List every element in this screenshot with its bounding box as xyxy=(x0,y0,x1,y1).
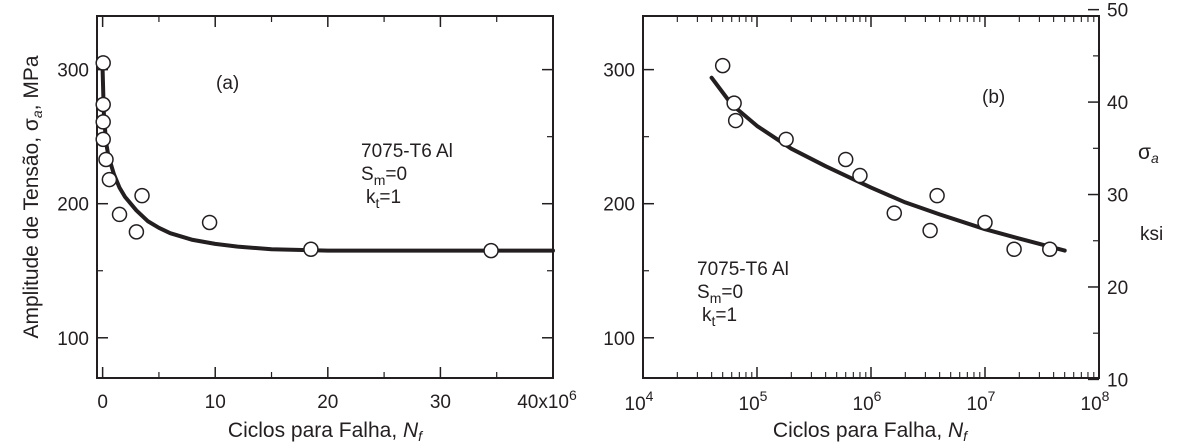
panel-b-data-point xyxy=(886,205,903,221)
panel-a-data-point xyxy=(95,96,111,113)
panel-b-y-tick-label: 100 xyxy=(603,329,635,350)
panel-a-frame xyxy=(96,15,554,379)
panel-b-ticks xyxy=(642,8,1100,381)
panel-b-y2-tick-label: 50 xyxy=(1107,1,1128,22)
panel-b-annotation-kt: kt=1 xyxy=(702,305,737,329)
panel-b-x-axis-title: Ciclos para Falha, Nf xyxy=(773,419,969,444)
panel-a-data-point xyxy=(95,55,111,71)
panel-a-points xyxy=(95,55,499,259)
panel-a-annotation: 7075-T6 Al Sm=0 kt=1 xyxy=(361,141,453,211)
panel-a-x-tick-label: 20 xyxy=(317,392,338,413)
panel-a-data-point xyxy=(95,131,111,148)
panel-b-y2-tick-label: 40 xyxy=(1107,93,1128,114)
panel-a-y-tick-label: 200 xyxy=(57,195,89,216)
panel-b-data-point xyxy=(1006,241,1022,258)
panel-b-x-tick-label: 104 xyxy=(625,388,654,415)
panel-b-y-tick-label: 200 xyxy=(603,195,635,216)
panel-b-x-tick-label: 108 xyxy=(1081,388,1110,415)
panel-b-y-tick-label: 300 xyxy=(603,61,635,82)
panel-a-data-point xyxy=(98,151,114,168)
panel-a-data-point xyxy=(483,242,499,259)
panel-b-data-point xyxy=(977,214,993,231)
panel-a-ticks xyxy=(97,16,554,378)
panel-b-x-tick-label: 106 xyxy=(853,388,882,415)
panel-b-fit-curve xyxy=(709,75,1067,253)
panel-a-x-tick-label: 10 xyxy=(205,392,226,413)
panel-b-y2-unit: ksi xyxy=(1140,224,1163,245)
panel-a-annotation-kt: kt=1 xyxy=(366,187,401,211)
panel-a-data-point xyxy=(134,187,150,204)
panel-a-tick-labels: 100 200 300 0 10 20 30 40x106 xyxy=(57,61,577,413)
panel-a-data-point xyxy=(95,114,111,130)
panel-a-y-tick-label: 100 xyxy=(57,329,89,350)
panel-b-data-point xyxy=(727,112,744,129)
panel-a-data-point xyxy=(111,206,128,223)
panel-a-x-tick-label-end: 40x106 xyxy=(517,387,577,413)
panel-a-y-tick-label: 300 xyxy=(57,61,89,82)
panel-a-x-tick-label: 30 xyxy=(430,392,451,413)
panel-b-data-point xyxy=(726,95,742,111)
panel-a: 100 200 300 0 10 20 30 40x106 (a) 7075-T6 Al Sm… xyxy=(20,15,577,444)
panel-b-data-point xyxy=(922,222,938,239)
panel-b-data-point xyxy=(929,187,945,204)
panel-a-x-axis-title: Ciclos para Falha, Nf xyxy=(228,419,424,444)
panel-b-data-point xyxy=(778,131,794,148)
panel-a-data-point xyxy=(101,171,118,188)
panel-b-data-point xyxy=(714,57,731,74)
panel-b-y2-tick-label: 30 xyxy=(1107,186,1128,207)
panel-a-data-point xyxy=(201,214,218,231)
panel-b-data-point xyxy=(837,151,854,168)
panel-b-points xyxy=(714,57,1058,258)
panel-b-data-point xyxy=(852,167,868,184)
panel-b-y2-tick-label: 20 xyxy=(1107,278,1128,299)
panel-b-x-tick-label: 107 xyxy=(967,388,996,415)
panel-b-annotation: 7075-T6 Al Sm=0 kt=1 xyxy=(697,259,789,329)
panel-b-fit-line xyxy=(709,75,1067,253)
panel-a-data-point xyxy=(128,224,145,240)
panel-b-label: (b) xyxy=(982,87,1005,108)
panel-b-annotation-sm: Sm=0 xyxy=(697,282,743,306)
panel-a-annotation-material: 7075-T6 Al xyxy=(361,141,453,162)
panel-a-x-tick-label: 0 xyxy=(97,392,108,413)
panel-a-data-point xyxy=(303,241,319,258)
panel-b-annotation-material: 7075-T6 Al xyxy=(697,259,789,280)
panel-b-y2-symbol: σa xyxy=(1138,141,1159,166)
panel-b-x-tick-label: 105 xyxy=(739,388,768,415)
panel-b-data-point xyxy=(1042,241,1058,258)
panel-a-fit-line xyxy=(100,67,555,253)
panel-a-y-axis-title: Amplitude de Tensão, σa, MPa xyxy=(20,55,45,338)
panel-a-annotation-sm: Sm=0 xyxy=(361,164,407,188)
panel-b-y2-tick-label: 10 xyxy=(1107,370,1128,391)
panel-a-label: (a) xyxy=(216,73,239,94)
panel-a-fit-curve xyxy=(100,67,555,253)
